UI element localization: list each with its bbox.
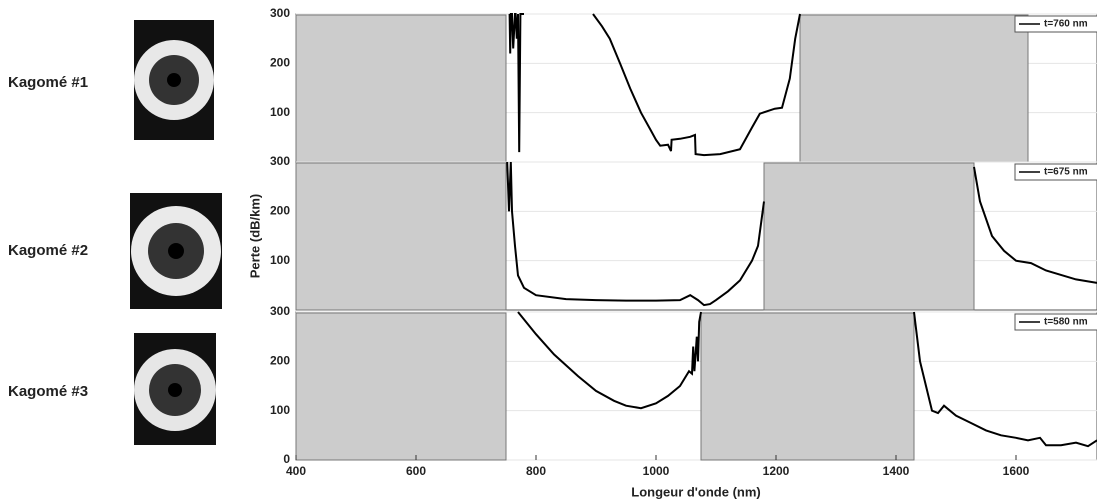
legend-box	[1014, 15, 1097, 33]
y-tick-label: 300	[270, 6, 290, 20]
masked-region	[700, 312, 915, 461]
fiber-label: Kagomé #1	[8, 74, 88, 91]
legend-label: t=760 nm	[1044, 19, 1088, 30]
y-tick-label: 300	[270, 154, 290, 168]
legend-box	[1014, 163, 1097, 181]
masked-region	[295, 14, 507, 163]
masked-region	[763, 162, 975, 311]
masked-region	[799, 14, 1029, 163]
y-tick-label: 100	[270, 403, 290, 417]
data-line	[508, 13, 801, 157]
x-axis-label: Longeur d'onde (nm)	[631, 484, 760, 499]
legend-label: t=675 nm	[1044, 167, 1088, 178]
x-tick-label: 1400	[883, 464, 910, 478]
y-tick-label: 200	[270, 204, 290, 218]
y-tick-label: 100	[270, 253, 290, 267]
y-tick-label: 0	[283, 452, 290, 466]
legend-label: t=580 nm	[1044, 317, 1088, 328]
legend-box	[1014, 313, 1097, 331]
y-tick-label: 300	[270, 304, 290, 318]
x-tick-label: 1600	[1003, 464, 1030, 478]
fiber-label: Kagomé #3	[8, 383, 88, 400]
fiber-label: Kagomé #2	[8, 242, 88, 259]
y-tick-label: 200	[270, 354, 290, 368]
x-tick-label: 600	[406, 464, 426, 478]
x-tick-label: 1000	[643, 464, 670, 478]
y-tick-label: 200	[270, 56, 290, 70]
x-tick-label: 400	[286, 464, 306, 478]
masked-region	[295, 312, 507, 461]
x-tick-label: 1200	[763, 464, 790, 478]
y-tick-label: 100	[270, 105, 290, 119]
masked-region	[295, 162, 507, 311]
fiber-images	[130, 20, 222, 445]
data-line	[506, 161, 1097, 307]
data-line	[517, 311, 1097, 448]
x-tick-label: 800	[526, 464, 546, 478]
y-axis-label: Perte (dB/km)	[247, 194, 262, 279]
